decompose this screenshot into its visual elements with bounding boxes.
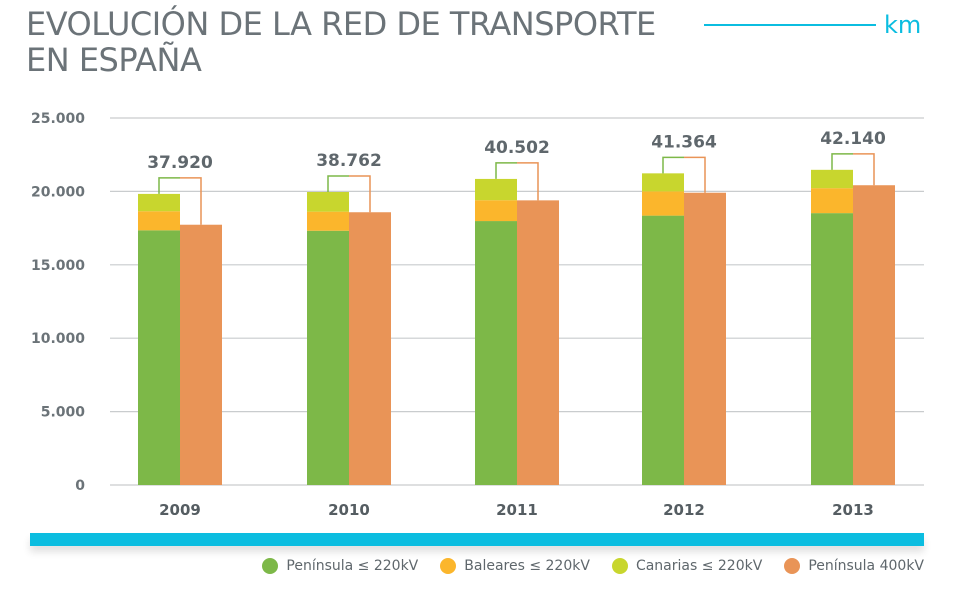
total-label: 38.762 bbox=[316, 151, 382, 171]
unit-label: km bbox=[884, 11, 922, 39]
bar-400kv bbox=[180, 224, 222, 485]
total-bracket-left bbox=[495, 162, 517, 179]
unit-line bbox=[704, 24, 876, 26]
total-bracket-right bbox=[853, 153, 875, 186]
chart-title-line-1: EVOLUCIÓN DE LA RED DE TRANSPORTE bbox=[26, 5, 656, 43]
total-bracket-left bbox=[327, 175, 349, 192]
legend: Península ≤ 220kV Baleares ≤ 220kV Canar… bbox=[262, 558, 924, 574]
bar-400kv bbox=[349, 212, 391, 485]
bar-segment bbox=[307, 230, 349, 485]
x-tick-label: 2012 bbox=[663, 501, 705, 519]
bar-400kv bbox=[517, 200, 559, 485]
legend-label: Canarias ≤ 220kV bbox=[635, 558, 763, 574]
bar-segment bbox=[811, 188, 853, 214]
bar-segment bbox=[138, 230, 180, 485]
bar-segment bbox=[307, 211, 349, 231]
y-tick-label: 10.000 bbox=[31, 331, 85, 347]
x-tick-label: 2010 bbox=[328, 501, 370, 519]
footer-accent-bar bbox=[30, 533, 924, 546]
total-label: 40.502 bbox=[484, 138, 550, 158]
legend-item-canarias-220: Canarias ≤ 220kV bbox=[611, 558, 763, 574]
bar-segment bbox=[475, 221, 517, 486]
total-bracket-right bbox=[180, 177, 202, 225]
total-bracket-left bbox=[158, 177, 180, 194]
bar-segment bbox=[138, 211, 180, 231]
bar-segment bbox=[475, 200, 517, 222]
total-label: 41.364 bbox=[651, 132, 717, 152]
bar-segment bbox=[642, 173, 684, 192]
total-bracket-right bbox=[349, 175, 371, 213]
legend-label: Península 400kV bbox=[808, 558, 924, 574]
legend-swatch bbox=[784, 558, 801, 574]
y-tick-label: 20.000 bbox=[31, 184, 85, 200]
x-tick-label: 2011 bbox=[496, 501, 538, 519]
y-tick-label: 15.000 bbox=[31, 258, 85, 274]
bar-segment bbox=[138, 193, 180, 212]
bar-segment bbox=[642, 191, 684, 216]
bar-400kv bbox=[853, 185, 895, 485]
legend-label: Península ≤ 220kV bbox=[286, 558, 419, 574]
bar-segment bbox=[475, 178, 517, 201]
y-tick-label: 0 bbox=[75, 478, 85, 494]
chart-title: EVOLUCIÓN DE LA RED DE TRANSPORTE EN ESP… bbox=[26, 6, 656, 78]
legend-item-baleares-220: Baleares ≤ 220kV bbox=[440, 558, 590, 574]
total-bracket-left bbox=[831, 153, 853, 170]
bar-segment bbox=[642, 215, 684, 485]
bar-segment bbox=[811, 213, 853, 485]
y-tick-label: 5.000 bbox=[41, 405, 86, 421]
total-label: 37.920 bbox=[147, 153, 213, 173]
legend-label: Baleares ≤ 220kV bbox=[464, 558, 590, 574]
legend-swatch bbox=[440, 558, 457, 574]
bar-400kv bbox=[684, 192, 726, 486]
total-bracket-right bbox=[517, 162, 539, 201]
total-label: 42.140 bbox=[820, 129, 886, 149]
legend-swatch bbox=[611, 558, 628, 574]
x-tick-label: 2013 bbox=[832, 501, 874, 519]
bar-chart: 0 5.000 10.000 15.000 20.000 25.000 37.920 2009… bbox=[31, 111, 924, 519]
legend-item-peninsula-220: Península ≤ 220kV bbox=[262, 558, 418, 574]
total-bracket-left bbox=[662, 156, 684, 174]
legend-swatch bbox=[262, 558, 279, 574]
bar-segment bbox=[307, 191, 349, 212]
legend-item-peninsula-400: Península 400kV bbox=[784, 558, 924, 574]
bar-segment bbox=[811, 169, 853, 189]
x-tick-label: 2009 bbox=[159, 501, 201, 519]
chart-title-line-2: EN ESPAÑA bbox=[26, 41, 202, 79]
y-tick-label: 25.000 bbox=[31, 111, 85, 127]
total-bracket-right bbox=[684, 156, 706, 193]
